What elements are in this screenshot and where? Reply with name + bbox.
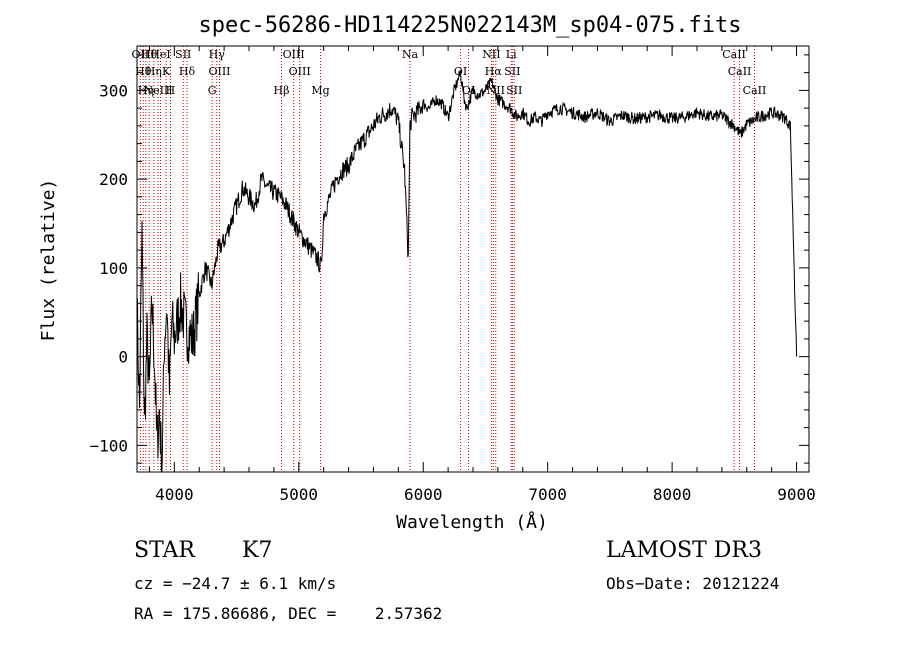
spectral-line-markers xyxy=(139,46,755,472)
line-marker-label: H xyxy=(166,84,176,97)
y-axis-ticks: −100 0 100 200 300 xyxy=(89,54,809,464)
observation-date: Obs−Date: 20121224 xyxy=(606,574,780,593)
line-marker-label: OI xyxy=(462,84,475,97)
object-subclass: K7 xyxy=(242,538,273,563)
x-tick-label: 5000 xyxy=(280,485,319,504)
line-marker-label: HeI xyxy=(150,48,170,61)
x-tick-label: 6000 xyxy=(404,485,443,504)
y-tick-label: 0 xyxy=(118,348,128,367)
line-marker-label: CaII xyxy=(722,48,746,61)
plot-frame xyxy=(136,45,810,473)
line-marker-label: NII xyxy=(482,48,500,61)
line-marker-label: Hβ xyxy=(274,84,290,97)
x-tick-label: 9000 xyxy=(777,485,816,504)
x-tick-label: 8000 xyxy=(653,485,692,504)
redshift-velocity: cz = −24.7 ± 6.1 km/s xyxy=(134,574,337,593)
y-tick-label: 300 xyxy=(99,81,128,100)
ra-dec-coordinates: RA = 175.86686, DEC = 2.57362 xyxy=(134,604,443,623)
line-marker-label: Hδ xyxy=(179,65,196,78)
survey-name: LAMOST DR3 xyxy=(606,538,762,563)
spectral-line-labels: OIIHθHηHθHηNeIIIHeIKHSIIHδGHγOIIIHβOIIIO… xyxy=(132,48,767,97)
line-marker-label: Hη xyxy=(146,65,162,78)
line-marker-label: CaII xyxy=(743,84,767,97)
x-axis-ticks: 4000 5000 6000 7000 8000 9000 xyxy=(148,46,816,504)
line-marker-label: OIII xyxy=(208,65,230,78)
line-marker-label: Li xyxy=(506,48,517,61)
line-marker-label: Hα xyxy=(485,65,503,78)
line-marker-label: Mg xyxy=(311,84,329,97)
y-tick-label: 200 xyxy=(99,170,128,189)
chart-title: spec-56286-HD114225N022143M_sp04-075.fit… xyxy=(198,13,741,38)
line-marker-label: Hθ xyxy=(141,48,158,61)
line-marker-label: G xyxy=(208,84,217,97)
line-marker-label: OIII xyxy=(289,65,311,78)
x-tick-label: 4000 xyxy=(155,485,194,504)
line-marker-label: K xyxy=(162,65,171,78)
y-axis-label: Flux (relative) xyxy=(38,179,59,342)
line-marker-label: Hθ xyxy=(135,65,152,78)
line-marker-label: SII xyxy=(175,48,191,61)
line-marker-label: Hγ xyxy=(209,48,226,61)
line-marker-label: CaII xyxy=(728,65,752,78)
y-tick-label: 100 xyxy=(99,259,128,278)
line-marker-label: SII xyxy=(506,84,522,97)
spectrum-line xyxy=(136,70,798,473)
line-marker-label: SII xyxy=(504,65,520,78)
x-axis-label: Wavelength (Å) xyxy=(396,511,548,533)
line-marker-label: Na xyxy=(402,48,419,61)
line-marker-label: NeIII xyxy=(143,84,172,97)
y-tick-label: −100 xyxy=(89,436,128,455)
object-type: STAR xyxy=(134,538,195,563)
x-tick-label: 7000 xyxy=(528,485,567,504)
line-marker-label: OIII xyxy=(283,48,305,61)
